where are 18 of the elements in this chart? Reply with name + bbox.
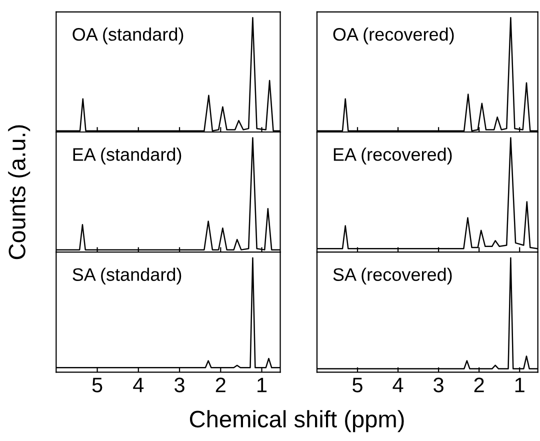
annotation: EA (recovered) [334,148,452,164]
x-axis-title: Chemical shift (ppm) [190,410,404,432]
annotation: SA (standard) [72,268,182,285]
annotation: SA (recovered) [333,268,452,285]
annotation: EA (standard) [73,148,182,164]
x-tick-label: 5 [352,378,362,392]
x-tick-label: 5 [92,378,102,392]
annotation: OA (standard) [72,28,184,44]
y-axis-title: Counts (a.u.) [8,125,30,260]
x-tick-label: 4 [392,378,404,392]
x-tick-label: 3 [174,378,184,392]
x-tick-label: 3 [434,378,444,392]
x-tick-label: 2 [474,378,484,392]
x-tick-label: 1 [515,378,524,392]
x-tick-label: 1 [258,378,267,392]
annotation: OA (recovered) [333,28,454,44]
x-tick-label: 4 [133,378,144,392]
x-tick-label: 2 [216,378,226,392]
